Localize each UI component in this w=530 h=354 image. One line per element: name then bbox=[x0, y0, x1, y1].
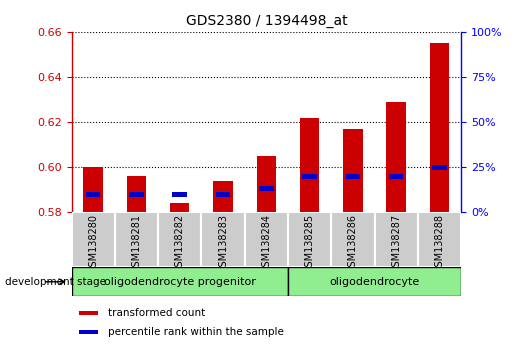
Bar bbox=[201, 212, 245, 267]
Title: GDS2380 / 1394498_at: GDS2380 / 1394498_at bbox=[186, 14, 347, 28]
Bar bbox=[245, 212, 288, 267]
Bar bbox=[430, 43, 449, 212]
Bar bbox=[80, 311, 98, 315]
Bar bbox=[389, 174, 403, 179]
Text: GSM138283: GSM138283 bbox=[218, 214, 228, 273]
Bar bbox=[170, 203, 190, 212]
Bar bbox=[72, 267, 288, 296]
Text: percentile rank within the sample: percentile rank within the sample bbox=[108, 327, 284, 337]
Text: GSM138287: GSM138287 bbox=[391, 214, 401, 273]
Bar bbox=[216, 192, 231, 197]
Text: GSM138285: GSM138285 bbox=[305, 214, 315, 273]
Bar bbox=[300, 118, 320, 212]
Bar bbox=[288, 267, 461, 296]
Bar bbox=[115, 212, 158, 267]
Text: GSM138280: GSM138280 bbox=[88, 214, 98, 273]
Text: oligodendrocyte: oligodendrocyte bbox=[330, 277, 420, 287]
Text: development stage: development stage bbox=[5, 277, 107, 287]
Bar bbox=[83, 167, 103, 212]
Text: oligodendrocyte progenitor: oligodendrocyte progenitor bbox=[104, 277, 255, 287]
Bar bbox=[346, 174, 360, 179]
Bar bbox=[386, 102, 406, 212]
Text: transformed count: transformed count bbox=[108, 308, 205, 318]
Bar bbox=[213, 181, 233, 212]
Bar bbox=[302, 174, 317, 179]
Bar bbox=[343, 129, 363, 212]
Text: GSM138286: GSM138286 bbox=[348, 214, 358, 273]
Bar bbox=[331, 212, 375, 267]
Bar bbox=[375, 212, 418, 267]
Bar bbox=[158, 212, 201, 267]
Bar bbox=[418, 212, 461, 267]
Bar bbox=[127, 176, 146, 212]
Text: GSM138281: GSM138281 bbox=[131, 214, 142, 273]
Bar bbox=[129, 192, 144, 197]
Bar bbox=[72, 212, 115, 267]
Bar bbox=[432, 165, 447, 170]
Bar bbox=[86, 192, 101, 197]
Text: GSM138284: GSM138284 bbox=[261, 214, 271, 273]
Bar bbox=[80, 330, 98, 334]
Bar bbox=[259, 187, 273, 192]
Bar bbox=[288, 212, 331, 267]
Text: GSM138282: GSM138282 bbox=[175, 214, 185, 273]
Text: GSM138288: GSM138288 bbox=[435, 214, 445, 273]
Bar bbox=[172, 192, 187, 197]
Bar bbox=[257, 156, 276, 212]
